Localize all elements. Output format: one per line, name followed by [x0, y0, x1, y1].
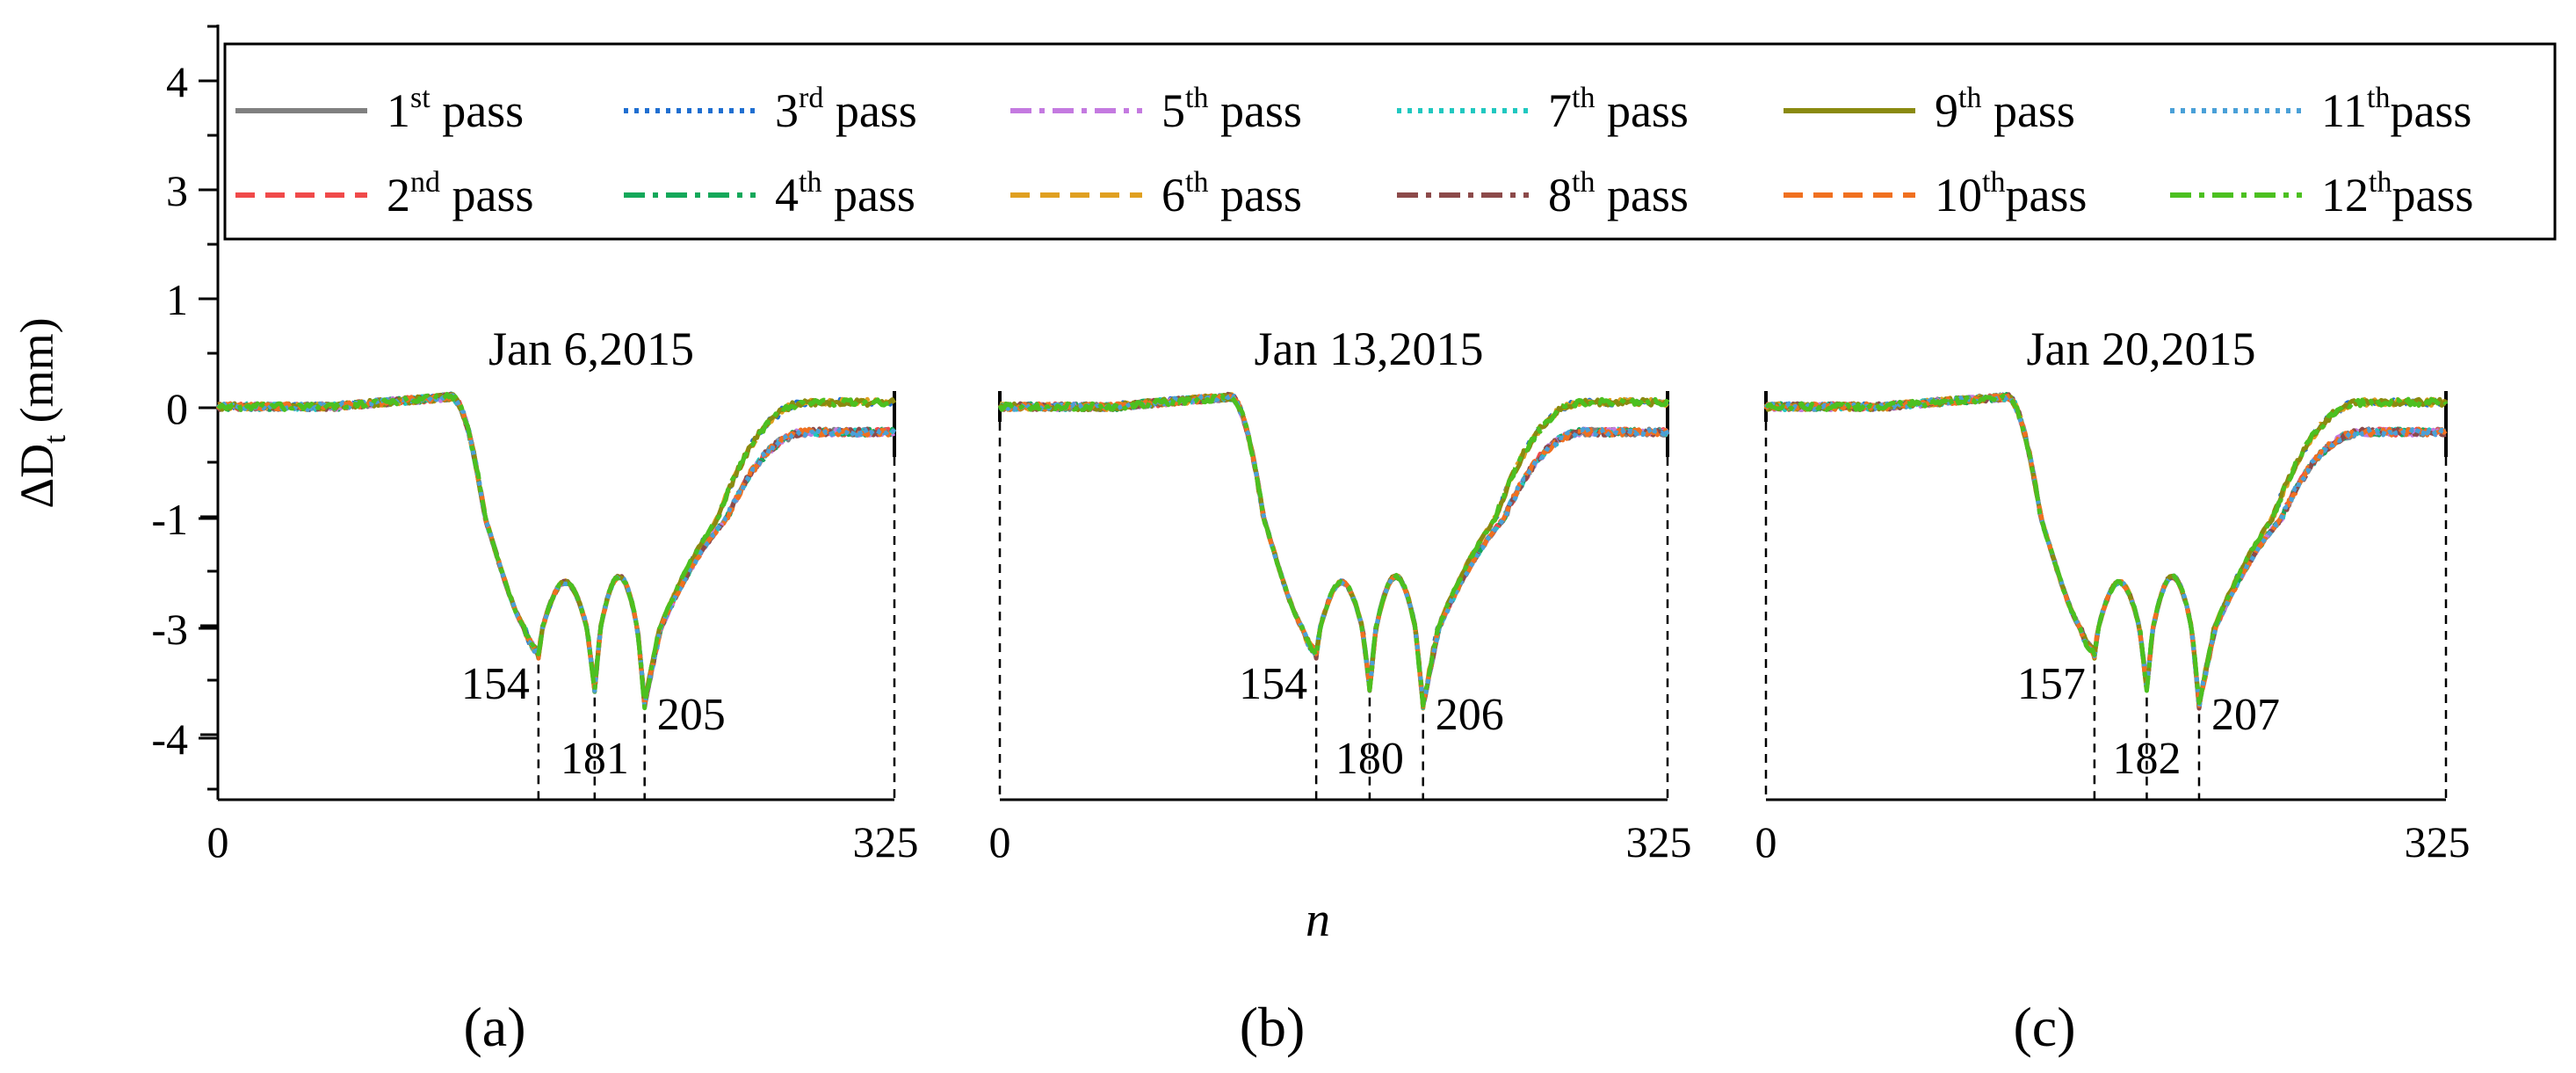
legend-item-pass-6: 6th pass — [1010, 166, 1302, 221]
series-line-pass-8 — [215, 391, 895, 711]
series-line-pass-6 — [1763, 393, 2447, 707]
series-line-pass-4 — [998, 392, 1669, 706]
x-axis-label: n — [1306, 893, 1330, 947]
minimum-value-label: 207 — [2211, 690, 2280, 740]
series-line-pass-7 — [217, 391, 896, 709]
legend-item-pass-8: 8th pass — [1397, 166, 1689, 221]
x-tick-label: 0 — [1755, 817, 1777, 866]
legend-item-pass-10: 10thpass — [1784, 166, 2087, 221]
x-tick-label: 325 — [853, 817, 919, 866]
minimum-value-label: 154 — [461, 659, 530, 709]
legend-item-pass-4: 4th pass — [624, 166, 915, 221]
minimum-value-label: 182 — [2112, 734, 2181, 784]
y-tick-label: -4 — [151, 714, 188, 764]
panel-letter-label: (a) — [463, 996, 525, 1058]
series-line-pass-3 — [215, 393, 895, 710]
series-line-pass-9 — [217, 392, 897, 706]
x-tick-label: 325 — [1626, 817, 1692, 866]
minimum-value-label: 157 — [2017, 659, 2086, 709]
series-line-pass-8 — [999, 391, 1670, 710]
legend-item-pass-3: 3rd pass — [624, 82, 917, 137]
y-tick-label: 1 — [166, 275, 188, 324]
series-line-pass-10 — [998, 393, 1669, 709]
series-line-pass-11 — [1764, 392, 2448, 710]
x-tick-label: 0 — [989, 817, 1011, 866]
y-tick-label: 4 — [166, 57, 188, 106]
panel-letter-label: (c) — [2013, 996, 2075, 1058]
minimum-value-label: 205 — [657, 690, 726, 740]
legend-label: 5th pass — [1161, 82, 1302, 137]
series-line-pass-7 — [997, 392, 1668, 710]
minimum-value-label: 180 — [1335, 734, 1404, 784]
chart-labels: 4 3 1 0 -1 -3 -4 ΔDt (mm) 0 325 Jan 6,2015 (a) 154 18… — [11, 57, 2471, 1058]
x-tick-label: 0 — [207, 817, 229, 866]
legend-item-pass-1: 1st pass — [235, 82, 524, 137]
series-line-pass-12 — [997, 393, 1670, 708]
legend-item-pass-11: 11thpass — [2170, 82, 2471, 137]
legend-label: 3rd pass — [775, 82, 917, 137]
series-line-pass-1 — [215, 392, 895, 707]
series-line-pass-2 — [217, 392, 897, 708]
panel-date-label: Jan 13,2015 — [1255, 323, 1484, 375]
legend-item-pass-5: 5th pass — [1010, 82, 1302, 137]
panel-date-label: Jan 20,2015 — [2027, 323, 2256, 375]
series-line-pass-12 — [1765, 393, 2449, 706]
series-line-pass-11 — [216, 392, 897, 709]
legend-label: 2nd pass — [387, 166, 534, 221]
minimum-value-label: 181 — [561, 734, 629, 784]
series-line-pass-4 — [216, 392, 896, 705]
panel-date-label: Jan 6,2015 — [488, 323, 694, 375]
legend-label: 1st pass — [387, 82, 524, 137]
legend-item-pass-7: 7th pass — [1397, 82, 1689, 137]
minimum-value-label: 206 — [1436, 690, 1504, 740]
y-axis-label: ΔDt (mm) — [11, 317, 72, 508]
legend-item-pass-12: 12thpass — [2170, 166, 2473, 221]
legend-label: 11thpass — [2321, 82, 2471, 137]
panel-letter-label: (b) — [1240, 996, 1306, 1058]
minimum-value-label: 154 — [1239, 659, 1307, 709]
series-line-pass-6 — [216, 392, 896, 707]
y-tick-label: -1 — [151, 495, 188, 544]
series-line-pass-9 — [1763, 393, 2449, 707]
series-line-pass-2 — [998, 392, 1668, 707]
y-tick-label: 3 — [166, 166, 188, 215]
chart-series — [215, 391, 2449, 711]
x-tick-label: 325 — [2405, 817, 2471, 866]
legend-label: 12thpass — [2321, 166, 2473, 221]
legend-box — [223, 42, 2557, 241]
legend-label: 7th pass — [1548, 82, 1689, 137]
series-line-pass-5 — [216, 393, 896, 707]
series-line-pass-6 — [999, 392, 1669, 711]
legend-label: 4th pass — [775, 166, 915, 221]
series-line-pass-11 — [998, 392, 1670, 708]
legend-label: 8th pass — [1548, 166, 1689, 221]
y-tick-label: -3 — [151, 605, 188, 654]
series-line-pass-10 — [215, 392, 895, 707]
legend-item-pass-2: 2nd pass — [235, 166, 534, 221]
chart-axes — [199, 25, 2448, 801]
y-tick-label: 0 — [166, 384, 188, 433]
series-line-pass-2 — [1763, 393, 2448, 707]
legend-label: 10thpass — [1935, 166, 2087, 221]
series-line-pass-9 — [998, 393, 1668, 709]
legend-label: 6th pass — [1161, 166, 1302, 221]
legend-item-pass-9: 9th pass — [1784, 82, 2075, 137]
legend-label: 9th pass — [1935, 82, 2075, 137]
chart-legend: 1st pass 3rd pass 5th pass 7th pass 9th pass… — [223, 42, 2557, 241]
series-line-pass-12 — [216, 391, 896, 711]
series-line-pass-1 — [1764, 392, 2447, 711]
